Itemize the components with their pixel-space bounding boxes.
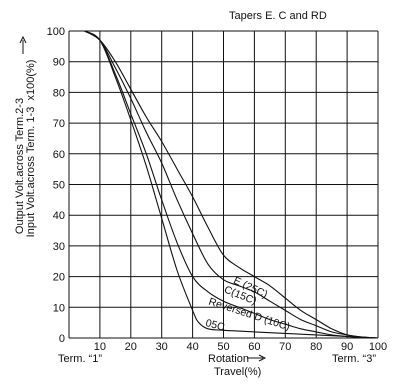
series-line-1 — [84, 30, 379, 339]
y-axis-label: Output Volt.across Term.2-3 Input Volt.a… — [14, 35, 37, 238]
y-tick-label: 40 — [53, 210, 65, 222]
x-tick-label: 30 — [156, 341, 168, 353]
y-axis-label-suffix: x100(%) — [25, 60, 37, 101]
y-tick-label: 70 — [53, 118, 65, 130]
series-line-0 — [84, 30, 379, 339]
x-axis-label-line1: Rotation — [208, 353, 249, 365]
y-axis-label-line2: Input Volt.across Term. 1-3 — [25, 107, 37, 238]
grid — [68, 30, 379, 339]
y-tick-label: 0 — [59, 333, 65, 345]
series-line-3 — [84, 30, 379, 339]
y-tick-label: 10 — [53, 302, 65, 314]
svg-text:Input Volt.across Term. 1-3: Input Volt.across Term. 1-3 — [25, 107, 37, 238]
x-axis-label-arrow — [247, 354, 267, 362]
y-axis-label-arrow — [19, 35, 27, 54]
x-tick-label: 10 — [94, 341, 106, 353]
x-tick-label: 80 — [310, 341, 322, 353]
x-tick-label: 60 — [248, 341, 260, 353]
x-tick-label: 50 — [217, 341, 229, 353]
x-tick-label: 40 — [186, 341, 198, 353]
x-tick-label: 20 — [125, 341, 137, 353]
svg-text:Output Volt.across Term.2-3: Output Volt.across Term.2-3 — [14, 98, 26, 234]
svg-text:x100(%): x100(%) — [25, 60, 37, 101]
y-tick-label: 90 — [53, 57, 65, 69]
curve-labels: E (25C)C(15C)Reversed D (10C)05C — [204, 275, 291, 334]
x-tick-label: 70 — [279, 341, 291, 353]
y-axis-label-line1: Output Volt.across Term.2-3 — [14, 98, 26, 234]
y-tick-label: 100 — [47, 26, 65, 38]
x-tick-label: 100 — [369, 341, 387, 353]
y-tick-label: 30 — [53, 241, 65, 253]
x-end-left-label: Term. “1” — [58, 353, 102, 365]
x-axis-label-line2: Travel(%) — [214, 366, 261, 378]
curve-label-3: 05C — [204, 317, 226, 334]
y-tick-label: 20 — [53, 272, 65, 284]
x-end-right-label: Term. “3” — [332, 353, 376, 365]
axes: 10 20 30 40 50 60 70 80 90 100 0 10 20 30 40 50 60 70 80 90… — [47, 26, 388, 353]
chart-title: Tapers E. C and RD — [229, 10, 327, 22]
y-tick-label: 50 — [53, 180, 65, 192]
series-line-2 — [84, 30, 379, 339]
y-tick-label: 60 — [53, 149, 65, 161]
x-tick-label: 90 — [341, 341, 353, 353]
curves — [84, 30, 379, 339]
y-tick-label: 80 — [53, 87, 65, 99]
